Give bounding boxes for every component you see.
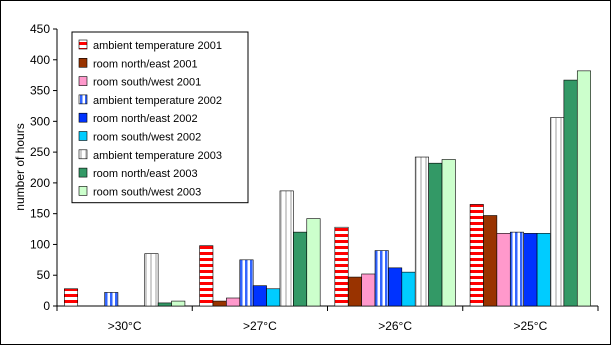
legend-entry: room south/west 2003 bbox=[93, 186, 201, 198]
legend-swatch bbox=[78, 57, 88, 68]
legend-swatch bbox=[78, 94, 88, 105]
bar bbox=[361, 273, 376, 307]
x-tick-label: >26°C bbox=[378, 319, 412, 333]
legend-entry: ambient temperature 2003 bbox=[93, 150, 222, 162]
bar bbox=[239, 259, 254, 307]
bar bbox=[64, 288, 79, 307]
y-tick-label: 150 bbox=[30, 207, 50, 221]
bar bbox=[576, 70, 591, 307]
bar bbox=[496, 233, 511, 307]
legend-swatch bbox=[78, 131, 88, 141]
y-tick-label: 300 bbox=[30, 114, 50, 128]
bar bbox=[226, 297, 241, 307]
bar bbox=[536, 233, 551, 307]
legend-swatch bbox=[78, 39, 88, 50]
bar bbox=[509, 231, 524, 307]
legend-swatch bbox=[78, 149, 88, 160]
x-tick-label: >25°C bbox=[513, 319, 547, 333]
bar bbox=[428, 162, 443, 307]
legend: ambient temperature 2001 room north/east … bbox=[71, 31, 249, 204]
y-tick-label: 200 bbox=[30, 176, 50, 190]
y-tick-label: 250 bbox=[30, 145, 50, 159]
legend-swatch bbox=[78, 112, 88, 123]
bar bbox=[199, 245, 214, 307]
legend-entry: room north/east 2001 bbox=[93, 58, 198, 70]
legend-swatch bbox=[78, 186, 88, 196]
bar bbox=[144, 253, 159, 307]
bar bbox=[306, 218, 321, 307]
bar bbox=[212, 300, 227, 307]
y-axis-label: number of hours bbox=[13, 123, 27, 210]
bar bbox=[266, 288, 281, 307]
x-tick-label: >27°C bbox=[243, 319, 277, 333]
bar bbox=[483, 215, 498, 307]
y-tick-label: 350 bbox=[30, 84, 50, 98]
bar bbox=[374, 250, 389, 307]
legend-entry: room north/east 2003 bbox=[93, 168, 198, 180]
bars bbox=[64, 70, 591, 307]
bar bbox=[414, 156, 429, 307]
bar bbox=[171, 300, 186, 307]
bar bbox=[334, 226, 349, 307]
legend-entry: room north/east 2002 bbox=[93, 113, 198, 125]
legend-swatch bbox=[78, 167, 88, 178]
bar bbox=[347, 276, 362, 307]
bar bbox=[563, 79, 578, 307]
y-tick-label: 50 bbox=[37, 268, 51, 282]
y-axis: 0 50 100 150 200 250 300 350 400 450 bbox=[30, 22, 58, 313]
legend-box bbox=[71, 31, 249, 204]
x-tick-label: >30°C bbox=[108, 319, 142, 333]
bar bbox=[441, 159, 456, 307]
bar bbox=[550, 117, 565, 307]
legend-swatch bbox=[78, 76, 88, 86]
bar bbox=[401, 271, 416, 307]
bar bbox=[469, 204, 484, 307]
bar bbox=[279, 190, 294, 307]
y-tick-label: 450 bbox=[30, 22, 50, 36]
bar bbox=[104, 292, 119, 307]
bar bbox=[523, 233, 538, 307]
bar bbox=[252, 285, 267, 307]
legend-entry: ambient temperature 2002 bbox=[93, 95, 222, 107]
bar bbox=[157, 302, 172, 307]
y-tick-label: 0 bbox=[43, 299, 50, 313]
y-tick-label: 400 bbox=[30, 53, 50, 67]
bar bbox=[388, 267, 403, 307]
legend-entry: room south/west 2002 bbox=[93, 132, 201, 144]
legend-entry: room south/west 2001 bbox=[93, 77, 201, 89]
y-tick-label: 100 bbox=[30, 237, 50, 251]
bar bbox=[293, 231, 308, 307]
legend-entry: ambient temperature 2001 bbox=[93, 40, 222, 52]
